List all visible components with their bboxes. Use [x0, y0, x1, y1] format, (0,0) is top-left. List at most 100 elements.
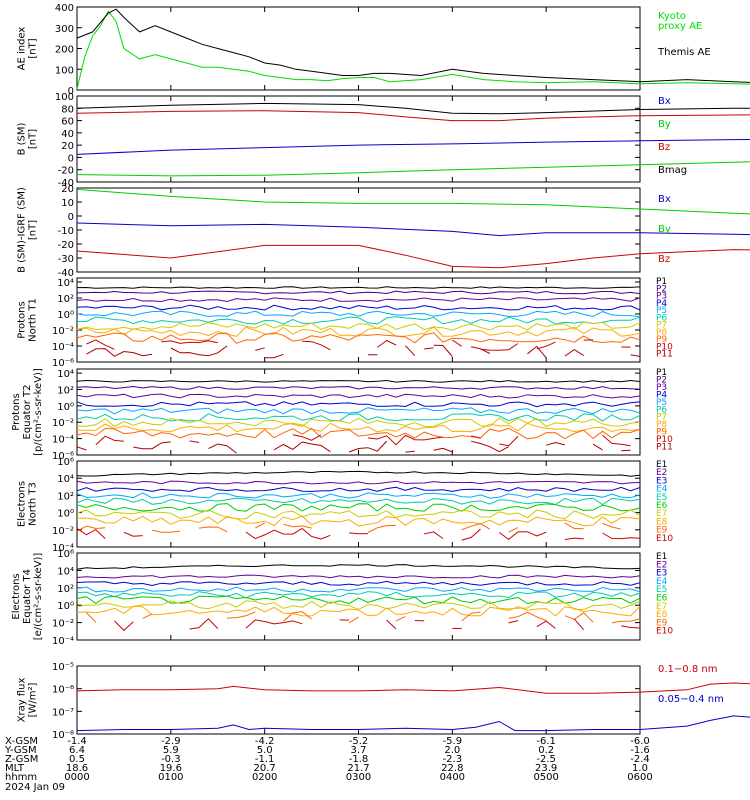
x-axis-value: -1.8 — [349, 754, 369, 765]
series-line-e9 — [461, 523, 491, 531]
series-line-e2 — [76, 574, 641, 579]
y-axis-label: North T1 — [28, 298, 39, 342]
y-tick-label: 10² — [57, 385, 74, 396]
legend-entry: Kyoto — [658, 11, 686, 22]
series-line-e1 — [76, 564, 641, 570]
series-line-e9 — [76, 525, 106, 532]
series-line-p3 — [76, 393, 641, 399]
channel-label: E9 — [656, 618, 668, 628]
channel-label: E10 — [656, 627, 673, 637]
series-line-0-1-0-8-nm — [76, 682, 750, 694]
y-tick-label: 0 — [68, 86, 74, 97]
series-line-e4 — [76, 586, 641, 593]
y-axis-label: [nT] — [28, 129, 39, 149]
legend-entry: Bz — [658, 254, 670, 265]
y-tick-label: 10⁻⁴ — [52, 435, 74, 446]
channel-label: E8 — [656, 517, 668, 527]
y-tick-label: -20 — [58, 240, 74, 251]
series-line-e9 — [283, 523, 312, 529]
series-line-e9 — [227, 611, 256, 619]
panel-frame — [76, 277, 641, 363]
x-axis-value: 18.6 — [66, 763, 88, 774]
series-line-e7 — [76, 509, 641, 520]
panel-xray: 10⁻⁸ 10⁻⁷ 10⁻⁶ 10⁻⁵ Xray flux [W/m²] 0.1−0.8 n… — [17, 662, 750, 741]
series-line-e7 — [76, 600, 641, 611]
channel-label: E8 — [656, 610, 668, 620]
legend-entry: Bmag — [658, 165, 687, 176]
series-line-p4 — [76, 304, 641, 311]
y-tick-label: 10⁻² — [52, 619, 74, 630]
y-tick-label: 10⁻⁴ — [52, 636, 74, 647]
series-line-p11 — [470, 440, 509, 453]
series-line-e10 — [564, 537, 584, 540]
channel-label: P7 — [656, 413, 667, 423]
series-line-p8 — [76, 326, 641, 337]
y-tick-label: -40 — [58, 268, 74, 279]
y-tick-label: 400 — [55, 3, 74, 14]
series-line-e9 — [564, 612, 594, 623]
series-line-p10 — [424, 347, 434, 350]
channel-label: E4 — [656, 577, 668, 587]
x-axis-row-label: Z-GSM — [5, 754, 38, 765]
y-tick-label: 10⁰ — [57, 509, 74, 520]
panel-protons_t1: 10⁻⁶ 10⁻⁴ 10⁻² 10⁰ 10² 10⁴ Protons North T1 P1P2… — [17, 277, 674, 369]
channel-label: P9 — [656, 428, 667, 438]
y-tick-label: 10⁻⁶ — [52, 451, 74, 462]
channel-label: P4 — [656, 299, 667, 309]
series-line-e10 — [621, 625, 641, 629]
y-tick-label: 40 — [61, 129, 74, 140]
series-line-p11 — [546, 441, 566, 446]
panel-electrons_t4: 10⁻⁴ 10⁻² 10⁰ 10² 10⁴ 10⁶ Electrons Equator T4[… — [11, 549, 673, 647]
series-line-bx — [76, 138, 750, 155]
legend-entry: By — [658, 224, 671, 235]
channel-label: E2 — [656, 560, 667, 570]
series-line-p6 — [77, 316, 641, 325]
series-line-e10 — [602, 532, 641, 540]
series-line-e9 — [283, 611, 312, 622]
series-line-p11 — [208, 443, 237, 454]
channel-label: P3 — [656, 383, 667, 393]
x-axis-value: 6.4 — [69, 745, 85, 756]
y-tick-label: 0 — [68, 153, 74, 164]
series-line-p4 — [76, 401, 641, 408]
y-tick-label: 10⁰ — [57, 402, 74, 413]
series-line-p10 — [367, 434, 443, 446]
y-tick-label: 20 — [61, 141, 74, 152]
x-axis-value: -0.3 — [161, 754, 181, 765]
series-line-p11 — [470, 346, 491, 354]
x-axis-value: 21.7 — [347, 763, 369, 774]
series-line-p11 — [630, 354, 641, 357]
series-line-e9 — [602, 522, 622, 530]
series-line-e10 — [349, 532, 368, 535]
series-line-p3 — [76, 297, 641, 303]
channel-label: P7 — [656, 321, 667, 331]
y-tick-label: 10⁴ — [57, 474, 74, 485]
y-tick-label: 10⁻² — [52, 526, 74, 537]
series-line-p2 — [76, 290, 641, 295]
x-axis-value: -1.4 — [67, 736, 87, 747]
channel-label: P9 — [656, 335, 667, 345]
y-tick-label: 10⁻⁸ — [52, 730, 74, 741]
series-line-e9 — [255, 522, 265, 529]
channel-label: E1 — [656, 552, 667, 562]
series-line-e10 — [573, 618, 585, 631]
series-line-p7 — [76, 321, 641, 331]
y-tick-label: 10² — [57, 294, 74, 305]
series-line-p10 — [292, 434, 322, 441]
series-line-e2 — [76, 480, 641, 485]
y-tick-label: 80 — [61, 104, 74, 115]
series-line-p10 — [189, 440, 200, 443]
channel-label: P3 — [656, 292, 667, 302]
series-line-p11 — [133, 441, 171, 450]
series-line-e6 — [76, 503, 641, 512]
y-tick-label: 10⁰ — [57, 601, 74, 612]
series-line-p11 — [527, 345, 547, 359]
x-axis-value: 5.9 — [163, 745, 179, 756]
channel-label: P10 — [656, 435, 673, 445]
x-axis-value: 0600 — [627, 772, 652, 783]
x-axis-value: -2.4 — [630, 754, 650, 765]
y-axis-label: B (SM) — [17, 122, 28, 155]
series-line-e9 — [508, 611, 547, 621]
y-tick-label: 10⁰ — [57, 310, 74, 321]
